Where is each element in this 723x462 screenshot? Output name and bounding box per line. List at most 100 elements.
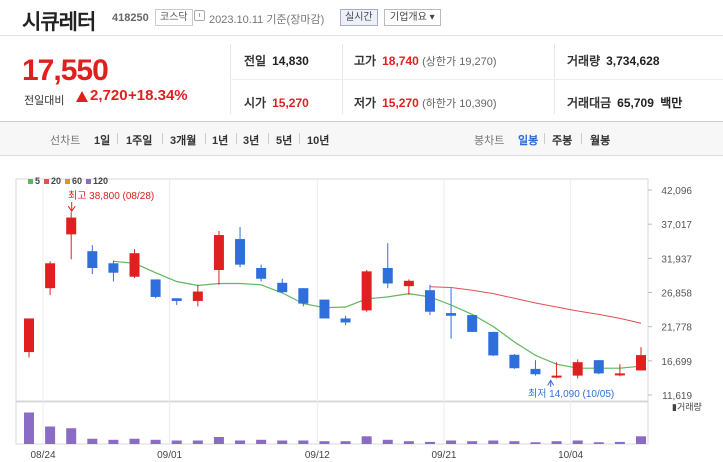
candle-body (319, 299, 330, 319)
divider (299, 133, 300, 144)
divider (581, 133, 582, 144)
candle-body (213, 235, 224, 271)
ma20-line (429, 286, 642, 324)
candle-body (509, 354, 520, 369)
change-label: 전일대비 (24, 95, 65, 107)
candle-body (192, 291, 203, 301)
x-tick-label: 09/01 (157, 450, 182, 461)
volume-bar (572, 440, 583, 444)
y-tick-label: 26,858 (661, 289, 692, 300)
candle-body (593, 360, 604, 374)
volume-bar (192, 440, 203, 444)
stat-volume: 거래량 3,734,628 (567, 54, 660, 68)
y-tick-label: 16,699 (661, 357, 692, 368)
candle-body (340, 318, 351, 323)
legend-label: 60 (72, 176, 83, 186)
legend-swatch (44, 178, 50, 184)
legend-swatch (86, 178, 92, 184)
candle-body (636, 355, 646, 371)
legend-label: 20 (51, 176, 62, 186)
volume-bar (129, 438, 140, 444)
chart-legend: 5 20 60 120 (24, 176, 108, 186)
volume-bar (593, 442, 604, 444)
company-overview-dropdown[interactable]: 기업개요 ▾ (384, 9, 441, 26)
candle-body (171, 298, 182, 301)
legend-label: 5 (35, 176, 41, 186)
candle-body (256, 267, 267, 279)
y-tick-label: 11,619 (662, 391, 692, 402)
up-triangle-icon (76, 91, 88, 102)
max-price-annotation: 최고 38,800 (08/28) (68, 190, 154, 202)
candle-body (551, 375, 562, 378)
volume-bar (403, 441, 414, 444)
chart-period-toolbar: 선차트 1일 1주일 3개월 1년 3년 5년 10년 봉차트 일봉 주봉 월봉 (0, 122, 723, 156)
candle-daily[interactable]: 일봉 (518, 135, 539, 147)
stock-name: 시큐레터 (22, 11, 96, 34)
volume-bar (509, 441, 520, 444)
period-5y[interactable]: 5년 (276, 135, 293, 147)
period-3m[interactable]: 3개월 (170, 135, 197, 147)
candle-body (572, 362, 583, 376)
candle-body (66, 217, 77, 235)
quote-date: 2023.10.11 기준(장마감) (209, 14, 325, 26)
stock-header: 시큐레터 418250 코스닥 2023.10.11 기준(장마감) 실시간 기… (0, 0, 723, 36)
period-3y[interactable]: 3년 (243, 135, 260, 147)
y-tick-label: 37,017 (661, 220, 692, 231)
max-arrow-head (67, 205, 76, 213)
candle-body (530, 368, 541, 375)
divider (162, 133, 163, 144)
realtime-button[interactable]: 실시간 (340, 9, 378, 26)
candle-weekly[interactable]: 주봉 (552, 135, 573, 147)
x-tick-label: 08/24 (30, 450, 55, 461)
ma5-line (113, 260, 642, 369)
stock-code: 418250 (112, 12, 149, 24)
volume-bar (45, 426, 56, 444)
volume-bar (87, 438, 98, 444)
divider (268, 133, 269, 144)
current-price: 17,550 (22, 54, 109, 87)
volume-bar (256, 439, 267, 444)
candle-body (298, 288, 309, 304)
period-10y[interactable]: 10년 (307, 135, 330, 147)
candle-body (87, 251, 98, 268)
candle-body (488, 331, 499, 356)
volume-bar (424, 441, 435, 444)
candlestick-chart: 42,096 37,017 31,937 26,858 21,778 16,699 11,6… (15, 178, 702, 461)
volume-bar (614, 441, 625, 444)
candle-body (235, 239, 246, 265)
market-badge: 코스닥 (155, 9, 193, 26)
y-tick-label: 31,937 (661, 254, 692, 265)
volume-bar (361, 436, 372, 444)
price-chart: 5 20 60 120 42,096 37,017 31,937 26,858 21,778 1… (0, 157, 723, 462)
min-price-annotation: 최저 14,090 (10/05) (528, 388, 614, 400)
y-tick-label: 21,778 (661, 323, 692, 334)
volume-bar (446, 440, 457, 444)
volume-bar (213, 437, 224, 444)
candle-body (129, 253, 140, 277)
volume-bar (340, 441, 351, 444)
x-tick-label: 09/21 (431, 450, 456, 461)
period-1y[interactable]: 1년 (212, 135, 229, 147)
legend-swatch (28, 178, 33, 184)
candle-body (150, 279, 161, 297)
volume-bar (319, 441, 330, 444)
candle-chart-label[interactable]: 봉차트 (474, 135, 505, 147)
volume-bar (235, 440, 246, 444)
volume-bar (488, 440, 499, 444)
candle-body (614, 373, 625, 376)
volume-bar (24, 412, 34, 444)
period-1w[interactable]: 1주일 (126, 135, 153, 147)
change-value: 2,720 (90, 87, 128, 104)
candle-monthly[interactable]: 월봉 (590, 135, 611, 147)
volume-bar (150, 439, 161, 444)
divider (205, 133, 206, 144)
line-chart-label[interactable]: 선차트 (50, 135, 81, 147)
candle-body (277, 282, 288, 293)
volume-bar (636, 436, 646, 444)
candle-body (45, 263, 56, 289)
legend-label: 120 (93, 176, 109, 186)
stat-high: 고가 18,740 (상한가 19,270) (354, 54, 497, 68)
clock-icon (194, 10, 205, 21)
period-1d[interactable]: 1일 (94, 135, 111, 147)
change-percent: +18.34% (128, 87, 188, 104)
